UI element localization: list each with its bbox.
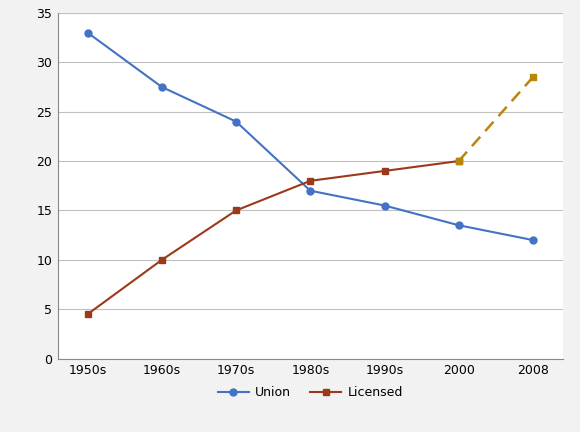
Legend: Union, Licensed: Union, Licensed (213, 381, 408, 404)
